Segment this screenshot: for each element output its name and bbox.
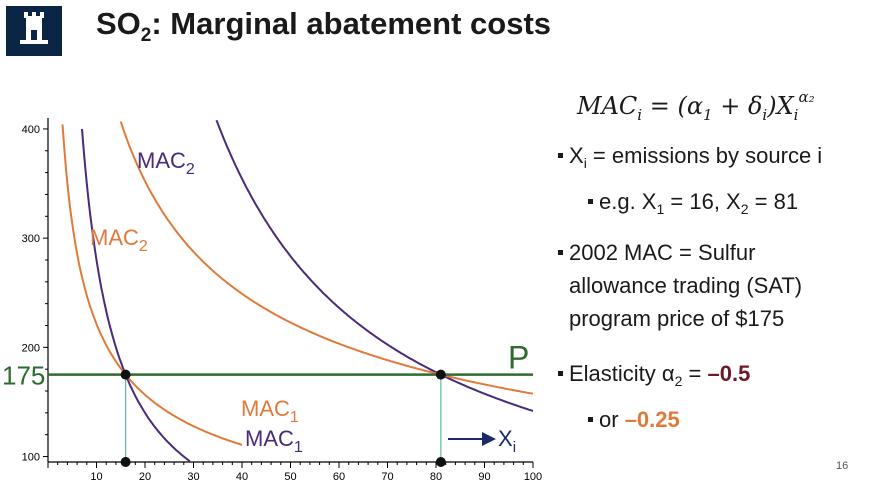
slide-title: SO2: Marginal abatement costs	[96, 6, 552, 47]
bullet-square-icon	[558, 249, 563, 255]
x-tick-label: 100	[524, 471, 542, 483]
x-tick-label: 40	[236, 471, 248, 483]
mac-formula: MACi = (α1 + δi)Xiα₂	[577, 88, 815, 124]
y-tick-label: 300	[22, 233, 40, 245]
price-value-label: 175	[2, 361, 45, 391]
curve-label: MAC1	[241, 396, 299, 426]
bullet-square-icon	[588, 198, 593, 204]
bullet-example: e.g. X1 = 16, X2 = 81	[588, 189, 798, 217]
bullet-square-icon	[588, 416, 593, 422]
bullet-square-icon	[558, 370, 563, 376]
page-number: 16	[836, 460, 849, 472]
bullet-elasticity-alt: or –0.25	[588, 407, 680, 433]
series-orange-mac2	[119, 121, 534, 395]
x-tick-label: 90	[478, 471, 490, 483]
x-tick-label: 50	[284, 471, 296, 483]
castle-icon	[20, 12, 48, 44]
bullet-square-icon	[558, 152, 563, 158]
series-purple-mac2	[215, 119, 534, 412]
intersection-point	[120, 369, 131, 380]
curve-label: MAC1	[245, 426, 303, 456]
university-logo	[6, 6, 62, 56]
x-tick-label: 70	[381, 471, 393, 483]
bullet-emissions: Xi = emissions by source i	[558, 143, 822, 171]
series-purple-mac1	[81, 128, 191, 463]
arrow-head-icon	[482, 432, 496, 446]
x-tick-label: 20	[139, 471, 151, 483]
x-tick-label: 30	[187, 471, 199, 483]
y-tick-label: 100	[22, 452, 40, 464]
x-tick-label: 60	[333, 471, 345, 483]
bullet-sat-price: 2002 MAC = Sulfur allowance trading (SAT…	[558, 236, 802, 335]
price-label: P	[508, 340, 529, 376]
bullet-elasticity: Elasticity α2 = –0.5	[558, 361, 750, 389]
curve-label: MAC2	[90, 225, 148, 255]
intersection-point	[120, 457, 131, 467]
series-orange-mac1	[61, 124, 243, 446]
y-tick-label: 400	[22, 124, 40, 136]
curve-label: MAC2	[137, 148, 195, 178]
x-tick-label: 10	[90, 471, 102, 483]
x-tick-label: 80	[430, 471, 442, 483]
y-tick-label: 200	[22, 342, 40, 354]
x-axis-label: Xi	[498, 426, 516, 456]
intersection-point	[435, 457, 446, 467]
intersection-point	[435, 369, 446, 380]
